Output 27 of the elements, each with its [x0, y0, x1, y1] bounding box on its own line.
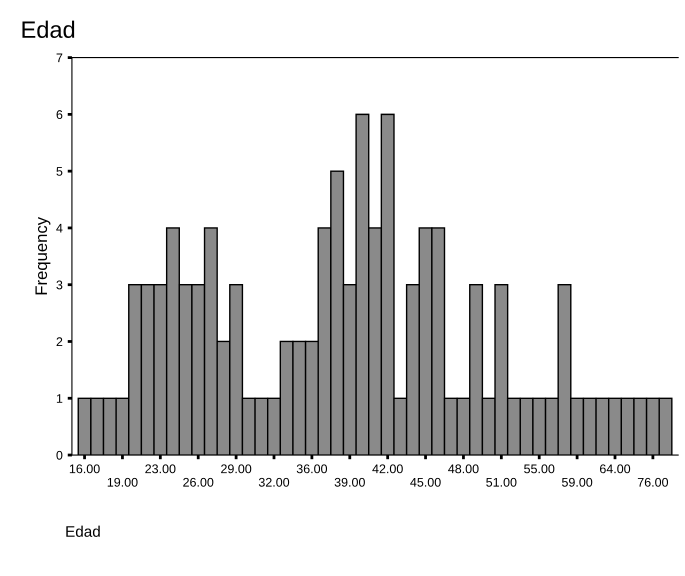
y-tick-label: 5 [56, 167, 62, 176]
x-tick-label: 19.00 [108, 478, 138, 487]
y-tick-label: 3 [56, 280, 62, 290]
y-tick-label: 6 [56, 110, 62, 120]
y-tick-label: 4 [56, 224, 63, 232]
x-tick-label: 59.00 [562, 478, 592, 487]
y-tick-label: 2 [56, 337, 62, 346]
x-axis-title: Edad [66, 526, 100, 537]
x-tick-label: 51.00 [486, 478, 516, 487]
y-tick-label: 1 [56, 394, 62, 403]
x-tick-label: 32.00 [258, 478, 290, 487]
x-tick-label: 36.00 [296, 464, 328, 474]
x-tick-label: 64.00 [600, 464, 630, 474]
x-tick-label: 29.00 [221, 464, 252, 474]
y-axis-title: Frequency [35, 216, 50, 294]
x-tick-label: 42.00 [372, 464, 403, 474]
x-tick-label: 45.00 [410, 478, 441, 487]
x-tick-label: 55.00 [524, 464, 554, 474]
x-tick-label: 39.00 [334, 478, 365, 487]
y-tick-label: 0 [56, 450, 62, 460]
x-tick-label: 16.00 [70, 464, 100, 474]
x-tick-label: 48.00 [448, 464, 479, 474]
x-tick-label: 23.00 [145, 464, 176, 474]
x-tick-label: 26.00 [183, 478, 214, 487]
y-tick-label: 7 [56, 54, 62, 62]
x-tick-label: 76.00 [638, 478, 668, 487]
chart-title: Edad [22, 20, 74, 38]
